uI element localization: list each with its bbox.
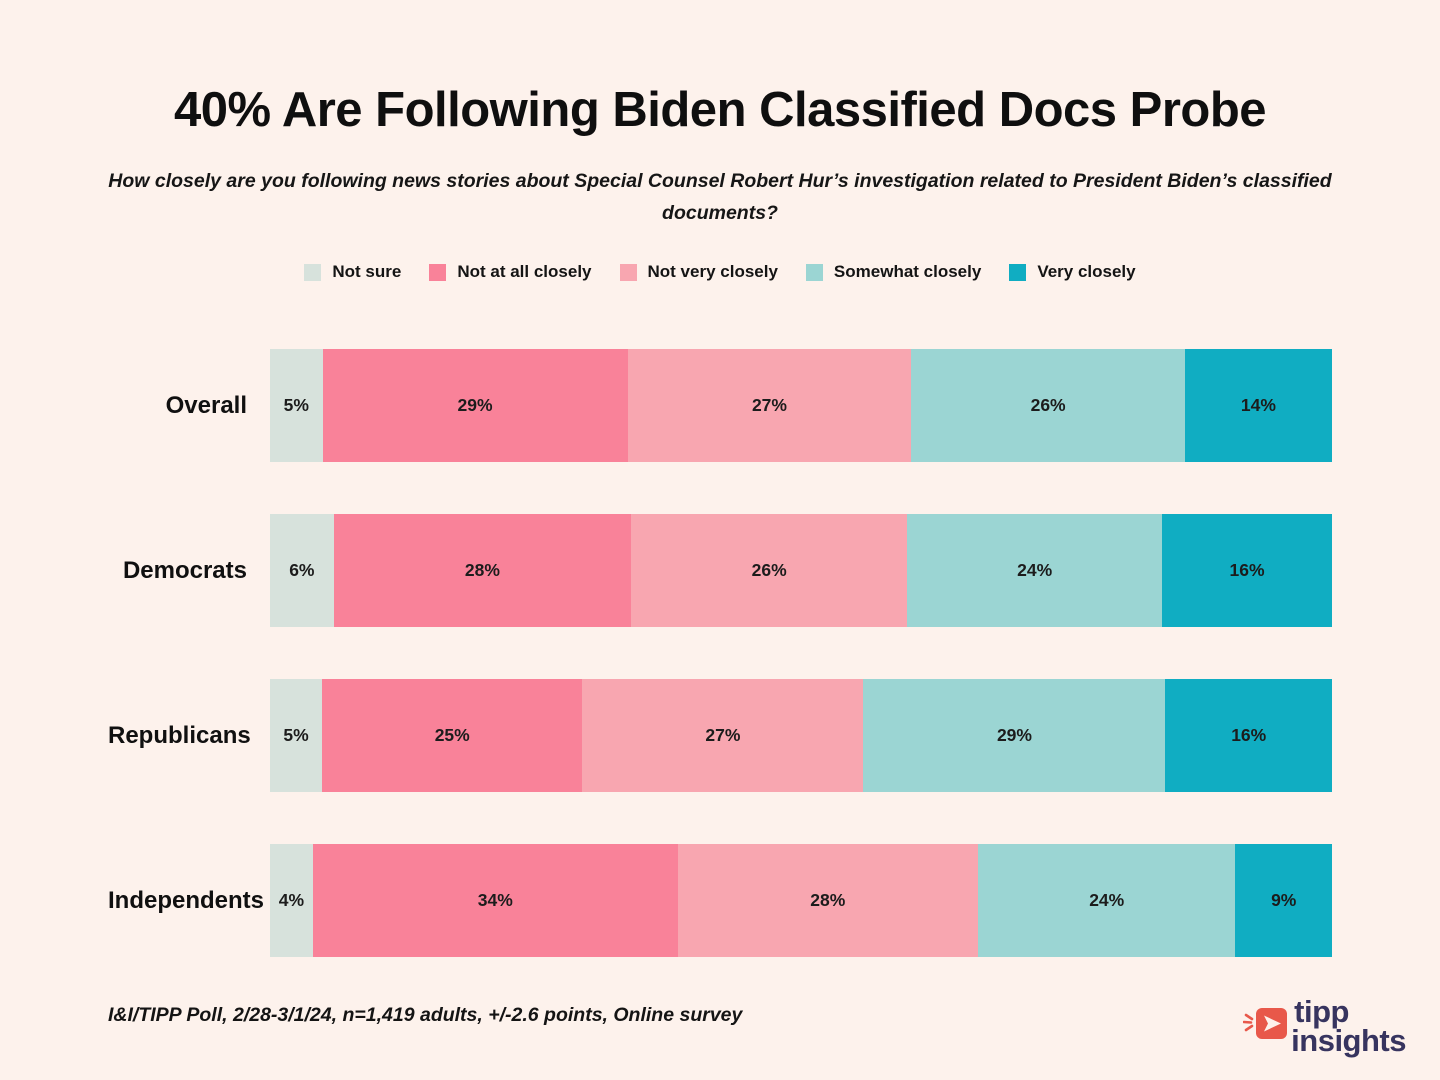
segment-value: 27%: [751, 395, 787, 415]
legend-label: Not sure: [332, 262, 402, 281]
source-note: I&I/TIPP Poll, 2/28-3/1/24, n=1,419 adul…: [108, 1004, 743, 1026]
legend-item-somewhat-closely: Somewhat closely: [805, 262, 982, 282]
bar-segment-not-sure: 6%: [270, 514, 334, 627]
segment-value: 24%: [1017, 560, 1053, 580]
bar-segment-somewhat-closely: 26%: [911, 349, 1185, 462]
chart-subtitle: How closely are you following news stori…: [108, 170, 1332, 224]
logo-word-tipp: tipp: [1294, 994, 1349, 1029]
segment-value: 6%: [289, 560, 315, 580]
bar-segment-very-closely: 16%: [1162, 514, 1332, 627]
tipp-insights-logo: tipp insights: [1243, 994, 1406, 1058]
bar-segment-very-closely: 16%: [1165, 679, 1333, 792]
legend-item-not-at-all-closely: Not at all closely: [429, 262, 592, 282]
legend-label: Somewhat closely: [833, 262, 982, 281]
bar-segment-not-very-closely: 26%: [631, 514, 908, 627]
row-label: Independents: [108, 886, 265, 914]
logo-word-insights: insights: [1291, 1022, 1406, 1058]
segment-value: 34%: [477, 890, 513, 910]
bar-segment-very-closely: 14%: [1184, 349, 1333, 462]
bar-segment-somewhat-closely: 24%: [907, 514, 1163, 627]
segment-value: 27%: [705, 725, 741, 745]
legend-swatch-icon: [1009, 263, 1027, 281]
legend-swatch-icon: [429, 263, 447, 281]
bar-segment-very-closely: 9%: [1235, 844, 1332, 957]
legend-swatch-icon: [619, 263, 637, 281]
segment-value: 4%: [278, 890, 305, 910]
logo-wordmark: tipp insights: [1291, 994, 1406, 1058]
stacked-bar-chart: Overall 5% 29% 27% 26% 14% Democrats 6% 28% 26% 24…: [108, 349, 1333, 957]
segment-value: 14%: [1240, 395, 1276, 415]
segment-value: 29%: [996, 725, 1032, 745]
segment-value: 29%: [457, 395, 493, 415]
row-label: Overall: [165, 391, 247, 419]
bar-segment-not-at-all-closely: 29%: [322, 349, 628, 462]
segment-value: 5%: [283, 395, 309, 415]
segment-value: 26%: [1030, 395, 1066, 415]
bar-segment-somewhat-closely: 24%: [978, 844, 1236, 957]
bar-segment-not-sure: 4%: [270, 844, 313, 957]
row-label: Republicans: [108, 721, 251, 749]
stacked-bar: 4% 34% 28% 24% 9%: [270, 844, 1332, 957]
row-label: Democrats: [122, 556, 247, 584]
bar-segment-not-very-closely: 27%: [582, 679, 864, 792]
segment-value: 26%: [751, 560, 787, 580]
bar-segment-not-at-all-closely: 28%: [333, 514, 632, 627]
legend-label: Not very closely: [647, 262, 778, 281]
stacked-bar: 5% 25% 27% 29% 16%: [270, 679, 1333, 792]
legend-swatch-icon: [304, 263, 322, 281]
legend-item-very-closely: Very closely: [1009, 262, 1136, 282]
segment-value: 16%: [1231, 725, 1267, 745]
bar-segment-not-sure: 5%: [270, 349, 323, 462]
stacked-bar: 5% 29% 27% 26% 14%: [270, 349, 1333, 462]
stacked-bar: 6% 28% 26% 24% 16%: [270, 514, 1332, 627]
bar-row-democrats: Democrats 6% 28% 26% 24% 16%: [108, 514, 1332, 627]
segment-value: 9%: [1271, 890, 1297, 910]
bar-segment-not-at-all-closely: 34%: [312, 844, 678, 957]
chart-legend: Not sure Not at all closely Not very close…: [0, 262, 1440, 282]
legend-item-not-sure: Not sure: [304, 262, 401, 282]
segment-value: 25%: [434, 725, 470, 745]
bar-row-republicans: Republicans 5% 25% 27% 29% 16%: [108, 679, 1333, 792]
bar-segment-not-very-closely: 28%: [677, 844, 978, 957]
bar-row-overall: Overall 5% 29% 27% 26% 14%: [108, 349, 1333, 462]
segment-value: 28%: [464, 560, 500, 580]
legend-swatch-icon: [805, 263, 823, 281]
segment-value: 5%: [283, 725, 309, 745]
legend-label: Very closely: [1037, 262, 1136, 281]
legend-label: Not at all closely: [457, 262, 592, 281]
footer: I&I/TIPP Poll, 2/28-3/1/24, n=1,419 adul…: [108, 994, 1406, 1058]
legend-item-not-very-closely: Not very closely: [619, 262, 778, 282]
segment-value: 28%: [810, 890, 846, 910]
bar-segment-not-very-closely: 27%: [627, 349, 912, 462]
bar-segment-not-at-all-closely: 25%: [322, 679, 583, 792]
bar-segment-somewhat-closely: 29%: [863, 679, 1166, 792]
segment-value: 16%: [1229, 560, 1265, 580]
megaphone-arrow-icon: [1243, 1008, 1288, 1039]
bar-segment-not-sure: 5%: [270, 679, 323, 792]
bar-row-independents: Independents 4% 34% 28% 24% 9%: [108, 844, 1332, 957]
segment-value: 24%: [1089, 890, 1125, 910]
chart-title: 40% Are Following Biden Classified Docs …: [173, 83, 1267, 137]
